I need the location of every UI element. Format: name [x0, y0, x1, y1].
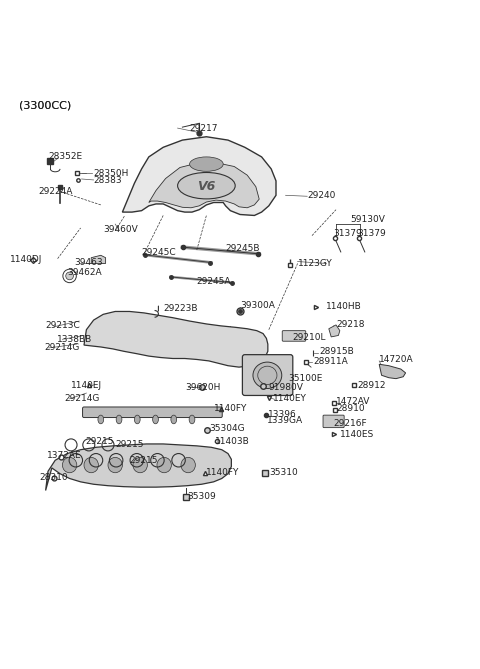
Ellipse shape [66, 272, 73, 280]
Text: 29217: 29217 [190, 124, 218, 132]
Text: 28383: 28383 [94, 177, 122, 185]
Text: 29245C: 29245C [142, 248, 176, 258]
Text: 28352E: 28352E [48, 153, 82, 161]
Ellipse shape [84, 458, 98, 473]
Text: 28915B: 28915B [319, 347, 354, 357]
Text: 31379: 31379 [358, 229, 386, 238]
Polygon shape [84, 312, 268, 367]
Text: 28310: 28310 [39, 473, 68, 482]
Text: 29223B: 29223B [163, 304, 198, 312]
Ellipse shape [153, 415, 158, 423]
Text: 1472AV: 1472AV [336, 397, 371, 406]
FancyBboxPatch shape [242, 355, 293, 395]
Text: 1140FY: 1140FY [206, 468, 240, 477]
Ellipse shape [134, 415, 140, 423]
Text: 39463: 39463 [74, 258, 103, 267]
Text: (3300CC): (3300CC) [19, 100, 72, 110]
Text: 1338BB: 1338BB [57, 334, 92, 344]
Text: 29214G: 29214G [44, 343, 80, 353]
Text: 1339GA: 1339GA [267, 416, 303, 425]
Text: 11403B: 11403B [215, 437, 250, 446]
Ellipse shape [181, 458, 195, 473]
FancyBboxPatch shape [282, 330, 306, 341]
Text: 29240: 29240 [307, 191, 336, 200]
Ellipse shape [253, 362, 282, 389]
Text: 1123GY: 1123GY [298, 259, 332, 268]
Text: 1140HB: 1140HB [326, 302, 362, 311]
Text: 1140EJ: 1140EJ [71, 381, 102, 390]
Text: 29224A: 29224A [38, 187, 73, 196]
Text: (3300CC): (3300CC) [19, 100, 72, 110]
FancyBboxPatch shape [83, 407, 222, 417]
Ellipse shape [108, 458, 122, 473]
Text: 14720A: 14720A [379, 355, 414, 364]
Ellipse shape [190, 157, 223, 171]
Ellipse shape [189, 415, 195, 423]
Ellipse shape [178, 173, 235, 199]
Text: 59130V: 59130V [350, 215, 385, 224]
Text: 28911A: 28911A [313, 357, 348, 367]
Polygon shape [379, 364, 406, 379]
Text: 28910: 28910 [336, 404, 365, 413]
Text: 1140ES: 1140ES [340, 430, 374, 439]
Text: 39620H: 39620H [185, 383, 220, 392]
Ellipse shape [62, 458, 77, 473]
Polygon shape [329, 325, 340, 337]
Text: 35309: 35309 [187, 492, 216, 501]
Polygon shape [122, 136, 276, 215]
Polygon shape [91, 256, 106, 264]
Text: 39300A: 39300A [240, 301, 275, 310]
Text: V6: V6 [197, 180, 216, 193]
Text: 28912: 28912 [358, 381, 386, 390]
Ellipse shape [157, 458, 171, 473]
Text: 1372AE: 1372AE [47, 451, 82, 460]
Text: 39462A: 39462A [67, 268, 102, 276]
Polygon shape [46, 444, 231, 490]
FancyBboxPatch shape [323, 415, 344, 427]
Polygon shape [149, 163, 259, 208]
Text: 91980V: 91980V [269, 383, 304, 392]
Text: 35310: 35310 [269, 468, 298, 477]
Text: 29210L: 29210L [293, 333, 326, 342]
Text: 29213C: 29213C [46, 321, 80, 330]
Text: 1140FY: 1140FY [214, 404, 247, 413]
Text: 29215: 29215 [115, 440, 144, 450]
Ellipse shape [116, 415, 122, 423]
Ellipse shape [133, 458, 147, 473]
Text: 31379: 31379 [334, 229, 362, 238]
Text: 35304G: 35304G [209, 424, 244, 433]
Text: 13396: 13396 [268, 410, 297, 419]
Text: 29215: 29215 [130, 456, 158, 465]
Ellipse shape [98, 415, 104, 423]
Ellipse shape [171, 415, 177, 423]
Text: 29245B: 29245B [226, 244, 260, 253]
Text: 29215: 29215 [85, 437, 114, 446]
Text: 1140DJ: 1140DJ [10, 255, 42, 264]
Text: 35100E: 35100E [288, 374, 323, 383]
Text: 29216F: 29216F [334, 419, 367, 427]
Text: 28350H: 28350H [94, 169, 129, 178]
Text: 1140EY: 1140EY [273, 394, 307, 403]
Text: 39460V: 39460V [103, 225, 138, 234]
Text: 29214G: 29214G [65, 394, 100, 403]
Text: 29245A: 29245A [197, 277, 231, 286]
Text: 29218: 29218 [336, 320, 364, 329]
